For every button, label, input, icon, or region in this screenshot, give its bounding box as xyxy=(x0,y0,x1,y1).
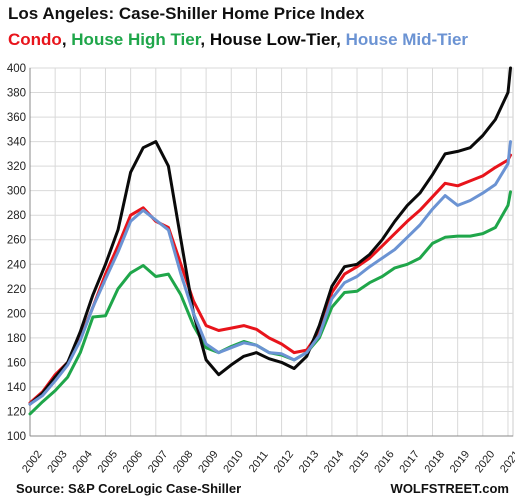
x-tick-label: 2006 xyxy=(121,449,146,476)
legend-condo: Condo xyxy=(8,30,62,49)
y-tick-label: 280 xyxy=(7,210,26,222)
legend-house-low-tier: House Low-Tier xyxy=(209,30,337,49)
x-tick-label: 2004 xyxy=(70,449,95,476)
source-note: Source: S&P CoreLogic Case-Shiller xyxy=(16,481,242,496)
y-tick-label: 120 xyxy=(7,406,26,418)
x-tick-label: 2005 xyxy=(96,449,121,476)
y-tick-label: 200 xyxy=(7,308,26,320)
x-tick-label: 2007 xyxy=(146,449,171,476)
y-tick-label: 100 xyxy=(7,431,26,443)
x-tick-label: 2017 xyxy=(397,449,422,476)
legend-separator: , xyxy=(61,30,72,49)
x-tick-label: 2018 xyxy=(423,449,448,476)
series-line-house-low-tier xyxy=(28,66,512,406)
y-tick-label: 160 xyxy=(7,357,26,369)
x-tick-label: 2008 xyxy=(171,449,196,476)
legend-separator: , xyxy=(200,30,210,49)
y-tick-label: 380 xyxy=(7,88,26,100)
legend-house-high-tier: House High Tier xyxy=(71,30,201,49)
x-tick-label: 2013 xyxy=(297,449,322,476)
x-tick-label: 2016 xyxy=(372,449,397,476)
x-tick-label: 2014 xyxy=(322,449,347,476)
x-tick-label: 2015 xyxy=(347,449,372,476)
x-tick-label: 2011 xyxy=(247,449,271,475)
brand-label: WOLFSTREET.com xyxy=(390,481,509,496)
series-line-condo xyxy=(28,153,512,405)
y-tick-label: 140 xyxy=(7,382,26,394)
series-line-house-mid-tier xyxy=(28,140,512,406)
x-tick-label: 2009 xyxy=(196,449,221,476)
y-tick-label: 360 xyxy=(7,112,26,124)
x-tick-label: 2019 xyxy=(448,449,473,476)
plot-area xyxy=(29,67,514,437)
x-tick-label: 2003 xyxy=(45,449,70,476)
chart-legend: Condo, House High Tier, House Low-Tier, … xyxy=(8,30,468,50)
y-tick-label: 300 xyxy=(7,186,26,198)
x-tick-label: 2012 xyxy=(272,449,297,476)
y-tick-label: 320 xyxy=(7,161,26,173)
y-tick-label: 220 xyxy=(7,284,26,296)
y-tick-label: 400 xyxy=(7,63,26,75)
chart-title: Los Angeles: Case-Shiller Home Price Ind… xyxy=(8,4,365,23)
x-tick-label: 2010 xyxy=(221,449,246,476)
legend-house-mid-tier: House Mid-Tier xyxy=(345,30,469,49)
y-tick-label: 260 xyxy=(7,235,26,247)
x-tick-label: 2020 xyxy=(473,449,498,476)
x-tick-label: 2002 xyxy=(20,449,45,476)
x-tick-label: 2021 xyxy=(498,449,515,476)
y-tick-label: 180 xyxy=(7,333,26,345)
y-tick-label: 240 xyxy=(7,259,26,271)
y-tick-label: 340 xyxy=(7,137,26,149)
legend-separator: , xyxy=(336,30,346,49)
